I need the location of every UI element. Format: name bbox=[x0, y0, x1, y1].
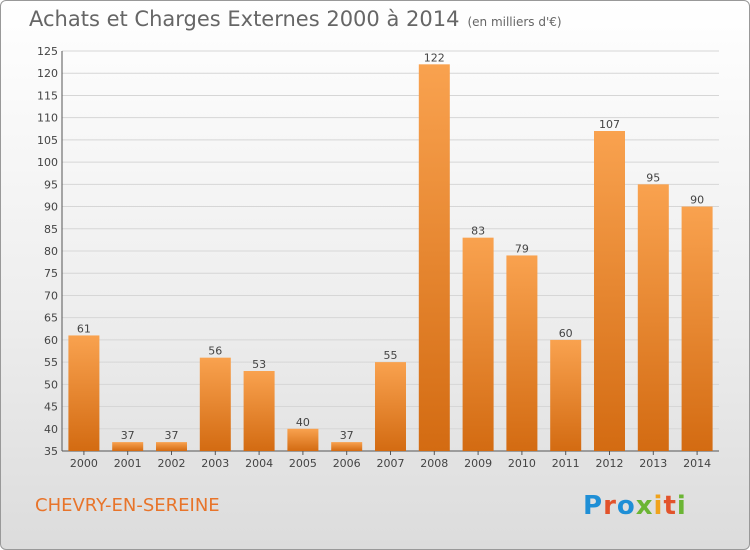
x-tick-labels: 2000 2001 2002 2003 2004 2005 2006 2007 2008 2009… bbox=[70, 457, 711, 470]
y-tick-label: 85 bbox=[44, 223, 58, 236]
value-label: 56 bbox=[208, 345, 222, 358]
bar-2005 bbox=[287, 428, 319, 451]
y-tick-label: 105 bbox=[37, 134, 58, 147]
y-tick-label: 125 bbox=[37, 45, 58, 58]
value-label: 37 bbox=[165, 429, 179, 442]
x-tick-label: 2007 bbox=[377, 457, 405, 470]
y-tick-label: 70 bbox=[44, 289, 58, 302]
chart-title: Achats et Charges Externes 2000 à 2014 bbox=[29, 7, 460, 31]
logo-letter: t bbox=[663, 491, 677, 521]
x-tick-label: 2010 bbox=[508, 457, 536, 470]
chart-subtitle: (en milliers d'€) bbox=[467, 15, 562, 29]
y-tick-label: 100 bbox=[37, 156, 58, 169]
value-label: 61 bbox=[77, 322, 91, 335]
value-label: 90 bbox=[690, 194, 704, 207]
y-tick-label: 65 bbox=[44, 312, 58, 325]
value-label: 37 bbox=[340, 429, 354, 442]
x-tick-label: 2002 bbox=[158, 457, 186, 470]
bar-2003 bbox=[199, 357, 231, 451]
proxiti-logo[interactable]: Proxiti bbox=[583, 491, 687, 521]
x-tick-label: 2011 bbox=[552, 457, 580, 470]
x-tick-label: 2008 bbox=[420, 457, 448, 470]
logo-letter: i bbox=[676, 491, 687, 521]
bar-2007 bbox=[375, 362, 406, 451]
y-tick-label: 60 bbox=[44, 334, 58, 347]
x-tick-label: 2004 bbox=[245, 457, 273, 470]
logo-letter: r bbox=[603, 491, 617, 521]
y-tick-label: 75 bbox=[44, 267, 58, 280]
bar-2014 bbox=[681, 206, 713, 451]
value-label: 40 bbox=[296, 416, 310, 429]
value-label: 95 bbox=[646, 171, 660, 184]
chart-title-block: Achats et Charges Externes 2000 à 2014 (e… bbox=[29, 7, 562, 31]
bar-2009 bbox=[462, 237, 494, 451]
x-tick-label: 2013 bbox=[639, 457, 667, 470]
bar-2002 bbox=[156, 442, 187, 451]
y-tick-label: 115 bbox=[37, 89, 58, 102]
x-tick-label: 2006 bbox=[333, 457, 361, 470]
bars bbox=[68, 64, 713, 452]
value-label: 60 bbox=[559, 327, 573, 340]
value-labels: 61 37 37 56 53 40 37 55 122 83 79 60 107 95 90 bbox=[77, 51, 704, 442]
x-tick-label: 2014 bbox=[683, 457, 711, 470]
value-label: 55 bbox=[384, 349, 398, 362]
logo-letter: o bbox=[616, 491, 636, 521]
logo-letter: i bbox=[653, 491, 664, 521]
y-tick-label: 40 bbox=[44, 423, 58, 436]
bar-2004 bbox=[243, 371, 275, 451]
value-label: 122 bbox=[424, 51, 445, 64]
bar-2012 bbox=[594, 131, 625, 451]
y-tick-label: 50 bbox=[44, 378, 58, 391]
y-tick-labels: 35 40 45 50 55 60 65 70 75 80 85 90 95 100 105 110 115 12… bbox=[37, 45, 58, 458]
value-label: 107 bbox=[599, 118, 620, 131]
y-tick-label: 45 bbox=[44, 401, 58, 414]
bar-2010 bbox=[506, 255, 538, 451]
y-tick-label: 80 bbox=[44, 245, 58, 258]
bar-2013 bbox=[637, 184, 669, 452]
x-tick-label: 2001 bbox=[114, 457, 142, 470]
y-tick-label: 95 bbox=[44, 178, 58, 191]
bar-2011 bbox=[550, 339, 582, 451]
value-label: 79 bbox=[515, 242, 529, 255]
bar-2006 bbox=[331, 442, 363, 451]
y-tick-label: 55 bbox=[44, 356, 58, 369]
commune-name: CHEVRY-EN-SEREINE bbox=[35, 495, 220, 516]
bar-2000 bbox=[68, 335, 100, 451]
y-tick-label: 120 bbox=[37, 67, 58, 80]
x-tick-label: 2005 bbox=[289, 457, 317, 470]
bar-2008 bbox=[418, 64, 450, 452]
x-tick-label: 2000 bbox=[70, 457, 98, 470]
y-tick-label: 35 bbox=[44, 445, 58, 458]
x-tick-label: 2012 bbox=[596, 457, 624, 470]
bar-2001 bbox=[112, 442, 144, 451]
value-label: 53 bbox=[252, 358, 266, 371]
y-tick-label: 90 bbox=[44, 201, 58, 214]
x-tick-label: 2009 bbox=[464, 457, 492, 470]
logo-letter: x bbox=[635, 491, 654, 521]
x-tick-label: 2003 bbox=[201, 457, 229, 470]
value-label: 37 bbox=[121, 429, 135, 442]
y-tick-label: 110 bbox=[37, 112, 58, 125]
value-label: 83 bbox=[471, 225, 485, 238]
logo-letter: P bbox=[583, 491, 604, 521]
